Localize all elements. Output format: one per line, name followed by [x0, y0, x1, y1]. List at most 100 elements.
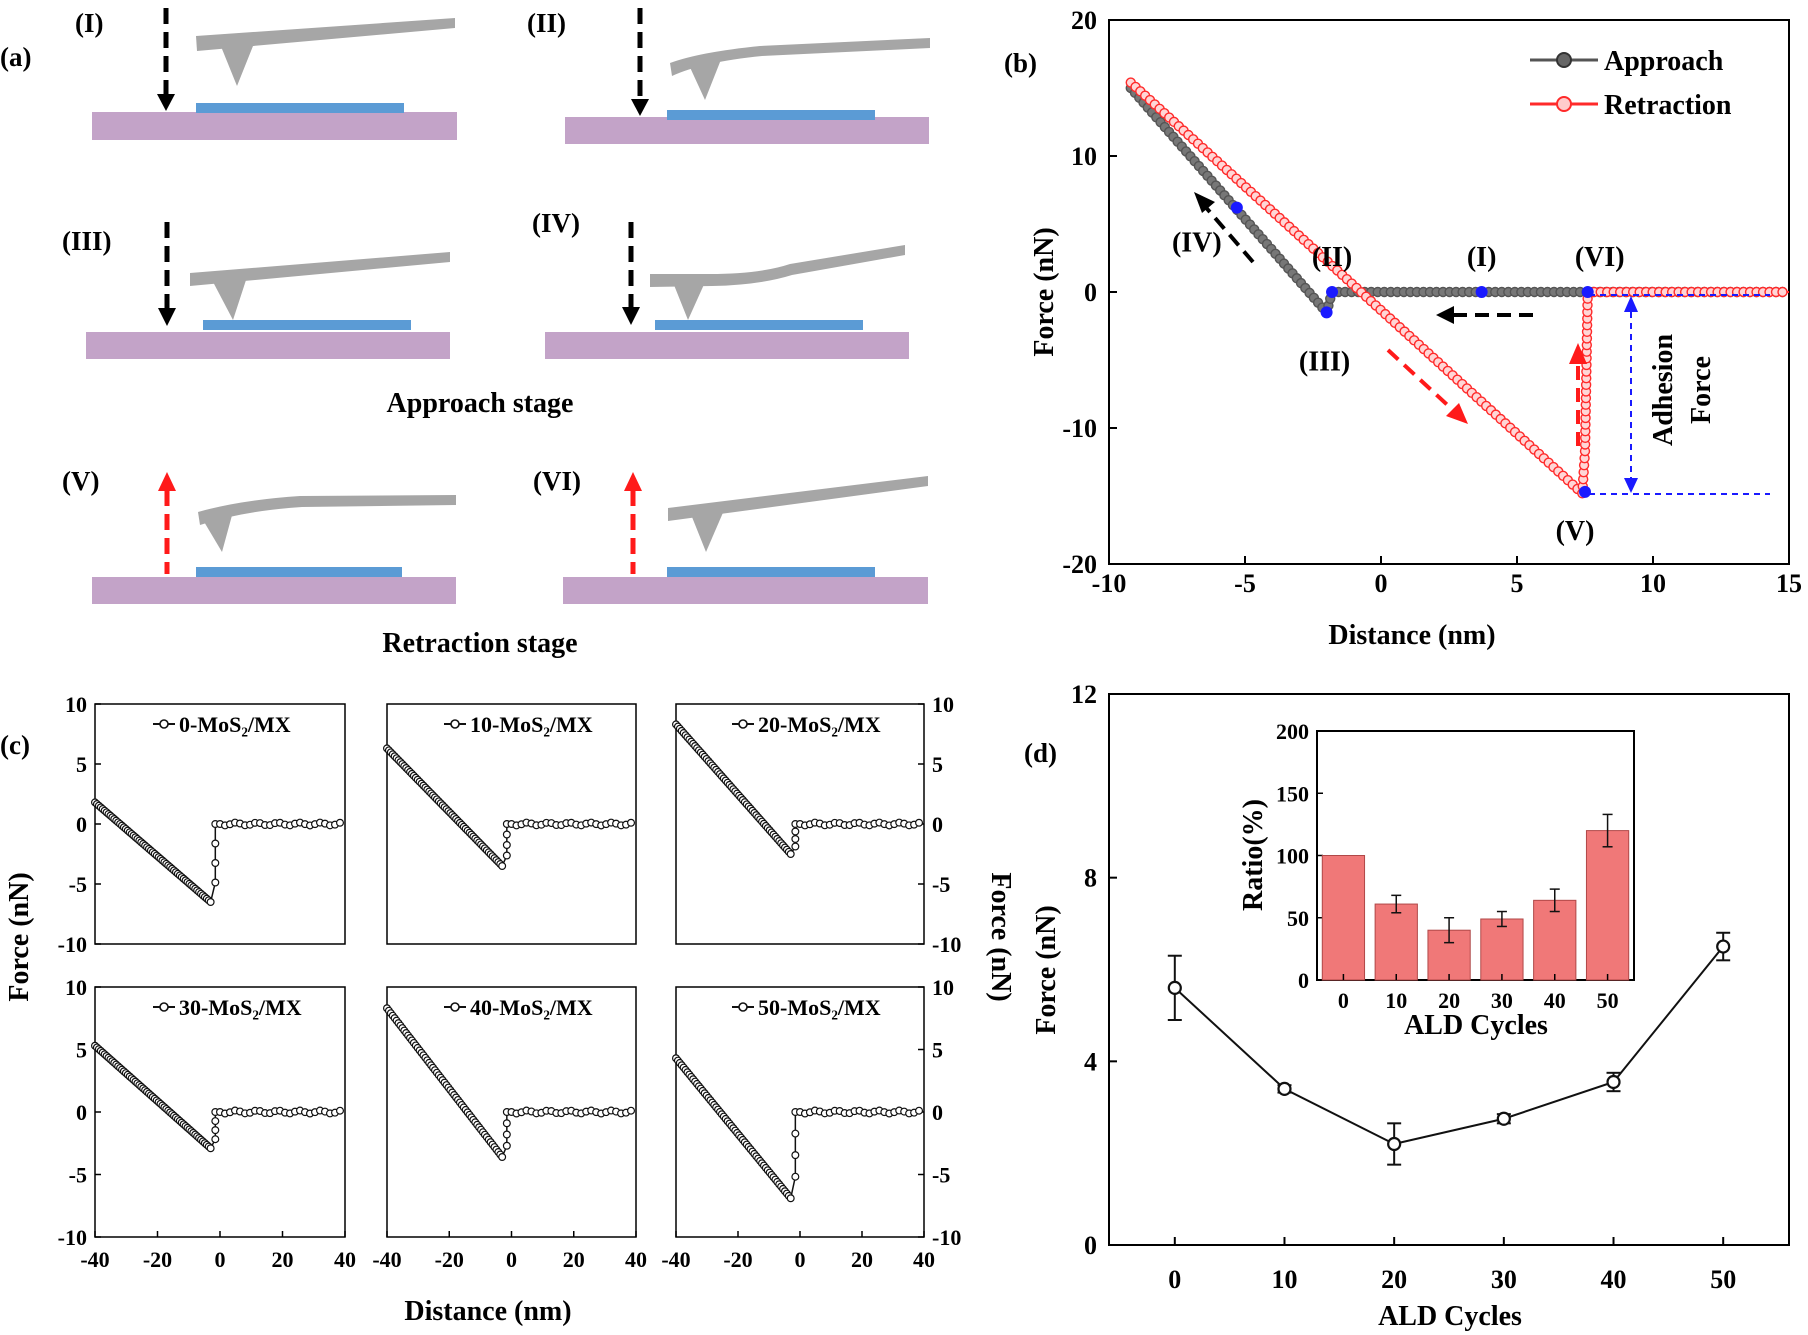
panel-c-ytick-label: -10	[58, 932, 87, 957]
panel-c-force-curves: (c) 10 5 0 -5 -10 0-MoS₂/MX 10-MoS₂/MX 10 5 0 -5 -1…	[0, 692, 1016, 1327]
inset-bar	[1480, 918, 1524, 981]
panel-c-subplot: 10 5 0 -5 -10-40 -20 0 20 40 30-MoS₂/MX	[58, 975, 356, 1272]
panel-c-marker	[502, 830, 511, 839]
panel-c-xtick-label: -20	[723, 1247, 752, 1272]
approach-direction-arrowhead	[1194, 192, 1215, 213]
panel-c-xtick-label: 40	[334, 1247, 356, 1272]
panel-c-marker	[336, 818, 345, 827]
panel-b-stage-point	[1326, 286, 1339, 298]
inset-xtick-label: 30	[1491, 988, 1513, 1013]
panel-b-xtick-label: 5	[1511, 569, 1524, 598]
panel-d-point	[1167, 980, 1182, 995]
inset-xlabel: ALD Cycles	[1404, 1010, 1548, 1041]
panel-b-stage-label: (V)	[1556, 516, 1595, 547]
cantilever-II	[670, 38, 930, 76]
panel-c-marker	[915, 818, 924, 827]
approach-arrowhead-III	[158, 308, 176, 326]
panel-d-ytick-label: 8	[1084, 864, 1097, 893]
panel-c-legend-marker	[159, 1002, 169, 1012]
panel-c-marker	[786, 849, 795, 858]
panel-d-label: (d)	[1024, 738, 1057, 768]
panel-c-ytick-label: 5	[932, 1038, 943, 1063]
approach-horizontal-arrowhead	[1436, 306, 1454, 324]
inset-ytick-label: 100	[1276, 844, 1309, 869]
panel-c-xtick-label: 20	[563, 1247, 585, 1272]
inset-ytick-label: 50	[1287, 906, 1309, 931]
stage-IV-label: (IV)	[532, 208, 580, 238]
panel-c-legend-marker	[738, 719, 748, 729]
retraction-stage-caption: Retraction stage	[382, 628, 577, 659]
panel-c-subplot: 10 5 0 -5 -10 -40 -20 0 20 40 50-MoS₂/MX	[661, 975, 961, 1272]
tip-VI	[690, 508, 725, 552]
panel-c-ytick-label: -10	[58, 1225, 87, 1250]
approach-stage-caption: Approach stage	[387, 388, 574, 419]
panel-c-curve	[386, 747, 632, 868]
panel-d-ytick-label: 4	[1084, 1047, 1097, 1076]
panel-c-marker	[498, 861, 507, 870]
legend-approach-label: Approach	[1604, 46, 1724, 77]
panel-c-xtick-label: 40	[913, 1247, 935, 1272]
panel-c-ytick-label: -10	[932, 1225, 961, 1250]
panel-c-ytick-label: 10	[932, 692, 954, 717]
panel-c-xtick-label: 0	[795, 1247, 806, 1272]
inset-frame	[1316, 730, 1635, 981]
retraction-vertical-arrowhead	[1569, 343, 1587, 364]
panel-c-xtick-label: -20	[143, 1247, 172, 1272]
approach-arrowhead-I	[157, 94, 175, 111]
panel-b-xtick-label: 10	[1640, 569, 1666, 598]
panel-d-point	[1716, 939, 1731, 954]
legend-retraction-marker	[1556, 96, 1572, 112]
panel-b-stage-point	[1475, 286, 1488, 298]
panel-c-legend-marker	[450, 1002, 460, 1012]
substrate-III	[86, 332, 450, 359]
panel-c-ytick-label: 10	[65, 975, 87, 1000]
panel-c-marker	[206, 1144, 215, 1153]
retraction-direction-arrowhead	[1446, 403, 1468, 424]
panel-c-legend-marker	[159, 719, 169, 729]
film-II	[667, 110, 875, 120]
panel-c-ytick-label: -10	[932, 932, 961, 957]
approach-arrowhead-II	[631, 99, 649, 116]
panel-c-marker	[502, 840, 511, 849]
panel-b-points: (I) (II) (III) (IV) (V) (VI)	[1172, 201, 1625, 547]
adhesion-arrowhead-up	[1624, 296, 1638, 312]
panel-b-ytick-label: 10	[1071, 142, 1097, 171]
panel-c-xtick-label: -40	[661, 1247, 690, 1272]
cantilever-V	[198, 495, 456, 525]
panel-c-legend-label: 0-MoS₂/MX	[179, 712, 291, 737]
panel-c-marker	[206, 897, 215, 906]
panel-b-label: (b)	[1004, 48, 1037, 78]
panel-c-ytick-label: 10	[932, 975, 954, 1000]
panel-c-marker	[211, 839, 220, 848]
panel-c-subplot: 10 5 0 -5 -10 20-MoS₂/MX	[671, 692, 961, 957]
panel-c-ylabel-left: Force (nN)	[4, 872, 35, 1001]
inset-xtick-label: 40	[1544, 988, 1566, 1013]
panel-b-stage-label: (II)	[1312, 242, 1352, 273]
panel-c-xtick-label: 40	[625, 1247, 647, 1272]
panel-c-ytick-label: -5	[932, 872, 950, 897]
panel-d-xtick-label: 0	[1168, 1265, 1181, 1294]
panel-c-ytick-label: 0	[76, 812, 87, 837]
panel-c-marker	[786, 1194, 795, 1203]
panel-b-xtick-label: 0	[1375, 569, 1388, 598]
stage-II-label: (II)	[527, 8, 566, 38]
substrate-II	[565, 117, 929, 144]
panel-b-ytick-label: 0	[1084, 278, 1097, 307]
panel-c-ytick-label: 10	[65, 692, 87, 717]
tip-II	[688, 57, 722, 100]
substrate-IV	[545, 332, 909, 359]
cantilever-IV	[650, 245, 905, 287]
panel-c-legend-label: 50-MoS₂/MX	[758, 995, 881, 1020]
substrate-V	[92, 577, 456, 604]
legend-approach-marker	[1556, 52, 1572, 68]
panel-b-stage-point	[1579, 485, 1591, 498]
panel-c-marker	[502, 851, 511, 860]
panel-c-ylabel-right: Force (nN)	[985, 872, 1016, 1001]
legend-retraction-label: Retraction	[1604, 90, 1732, 121]
inset-xtick-label: 10	[1385, 988, 1407, 1013]
panel-c-ytick-label: 0	[932, 1100, 943, 1125]
panel-d-ytick-label: 0	[1084, 1231, 1097, 1260]
inset-bars: 0 50 100 150 200 0 10 20 30 40 50	[1276, 719, 1630, 1013]
